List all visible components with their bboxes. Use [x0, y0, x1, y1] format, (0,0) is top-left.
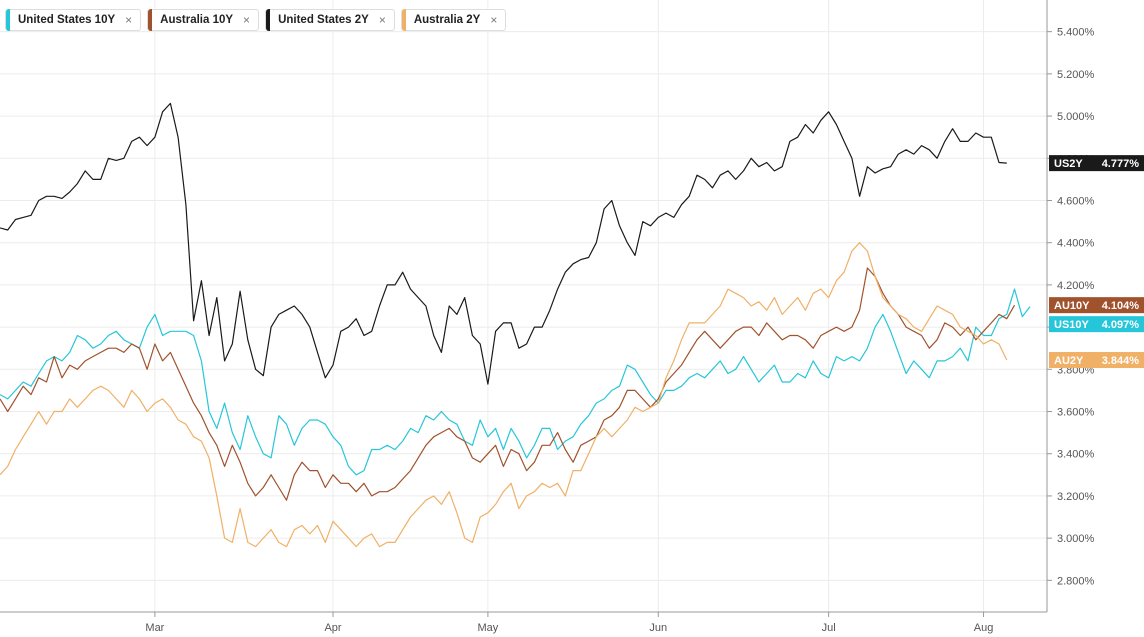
legend-item-us2y[interactable]: United States 2Y × — [265, 9, 395, 31]
x-tick-label: Apr — [324, 622, 341, 634]
y-tick-label: 3.000% — [1057, 533, 1095, 545]
legend-label: Australia 10Y — [160, 14, 234, 26]
end-label-name: US10Y — [1054, 319, 1090, 331]
y-tick-label: 5.200% — [1057, 69, 1095, 81]
end-label-bg — [1049, 316, 1144, 333]
chart-legend: United States 10Y × Australia 10Y × Unit… — [5, 9, 507, 33]
legend-swatch — [148, 9, 153, 31]
end-label-us2y: US2Y 4.777% — [1049, 155, 1144, 172]
legend-item-au10y[interactable]: Australia 10Y × — [147, 9, 260, 31]
x-tick-label: Mar — [145, 622, 164, 634]
y-tick-label: 3.400% — [1057, 449, 1095, 461]
legend-swatch — [6, 9, 10, 31]
end-label-value: 4.777% — [1102, 158, 1140, 170]
end-label-bg — [1049, 352, 1144, 369]
end-label-value: 3.844% — [1102, 355, 1140, 367]
end-label-name: AU2Y — [1054, 355, 1084, 367]
series-line-au10y[interactable] — [0, 267, 1016, 501]
y-tick-label: 4.600% — [1057, 195, 1095, 207]
y-tick-label: 4.400% — [1057, 238, 1095, 250]
end-label-name: AU10Y — [1054, 300, 1090, 312]
end-label-au2y: AU2Y 3.844% — [1049, 352, 1144, 369]
close-icon[interactable]: × — [125, 13, 133, 27]
legend-item-us10y[interactable]: United States 10Y × — [5, 9, 142, 31]
series-line-us10y[interactable] — [0, 288, 1031, 476]
close-icon[interactable]: × — [378, 13, 386, 27]
y-tick-label: 4.200% — [1057, 280, 1095, 292]
x-tick-label: May — [478, 622, 499, 634]
y-tick-label: 3.200% — [1057, 491, 1095, 503]
x-tick-label: Aug — [974, 622, 994, 634]
chart-end-labels: US2Y 4.777% AU10Y 4.104% US10Y 4.097% AU2Y 3.84… — [1049, 155, 1144, 369]
y-tick-label: 2.800% — [1057, 575, 1095, 587]
chart-grid — [0, 0, 1047, 612]
end-label-us10y: US10Y 4.097% — [1049, 316, 1144, 333]
end-label-value: 4.104% — [1102, 300, 1140, 312]
y-tick-label: 5.400% — [1057, 27, 1095, 39]
x-tick-label: Jun — [649, 622, 667, 634]
end-label-au10y: AU10Y 4.104% — [1049, 297, 1144, 314]
y-tick-label: 3.600% — [1057, 407, 1095, 419]
legend-label: United States 2Y — [278, 14, 369, 26]
legend-swatch — [266, 9, 271, 31]
end-label-bg — [1049, 155, 1144, 172]
close-icon[interactable]: × — [490, 13, 498, 27]
legend-label: Australia 2Y — [413, 14, 481, 26]
legend-swatch — [401, 9, 406, 31]
end-label-value: 4.097% — [1102, 319, 1140, 331]
close-icon[interactable]: × — [243, 13, 251, 27]
legend-item-au2y[interactable]: Australia 2Y × — [400, 9, 507, 31]
end-label-name: US2Y — [1054, 158, 1083, 170]
x-tick-label: Jul — [822, 622, 836, 634]
legend-label: United States 10Y — [18, 14, 116, 26]
series-line-au2y[interactable] — [0, 242, 1008, 548]
y-tick-label: 5.000% — [1057, 111, 1095, 123]
chart-series — [0, 102, 1031, 548]
series-line-us2y[interactable] — [0, 102, 1007, 385]
end-label-bg — [1049, 297, 1144, 314]
